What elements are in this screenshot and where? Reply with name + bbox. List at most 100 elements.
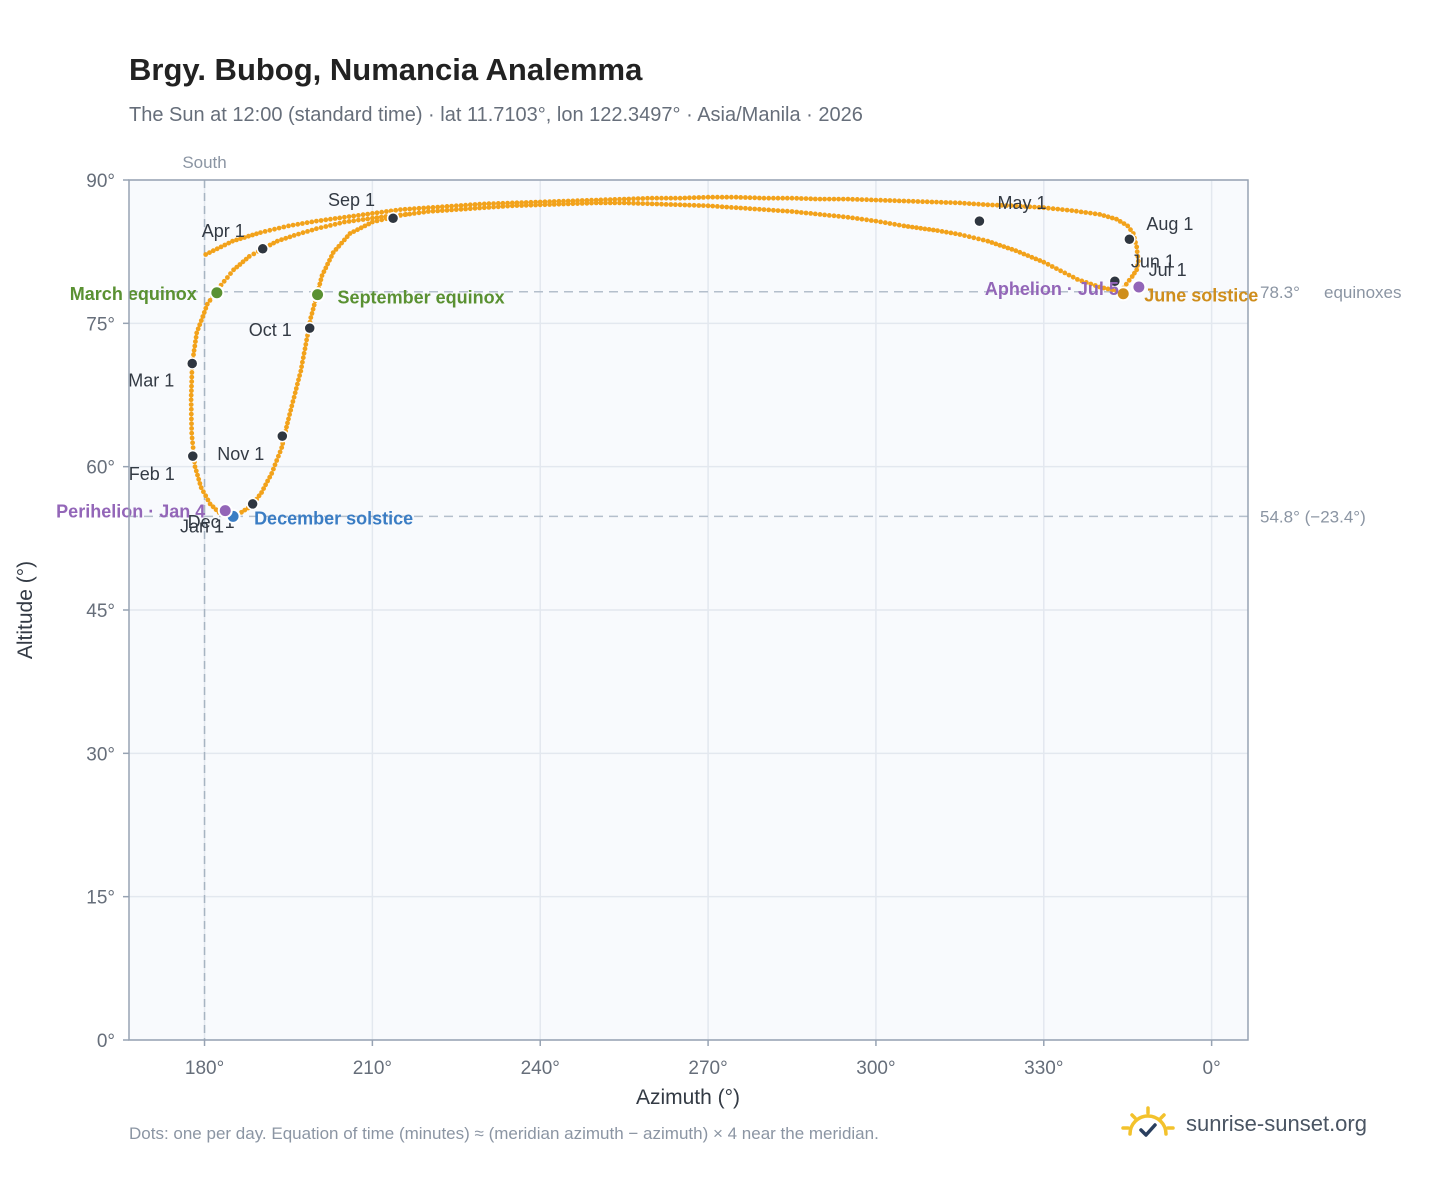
- daily-dot: [691, 195, 697, 201]
- daily-dot: [645, 201, 650, 207]
- daily-dot: [922, 226, 928, 232]
- daily-dot: [1050, 206, 1056, 212]
- daily-dot: [710, 203, 716, 209]
- daily-dot: [738, 205, 744, 211]
- daily-dot: [696, 195, 702, 200]
- daily-dot: [379, 209, 385, 215]
- daily-dot: [659, 195, 664, 201]
- daily-dot: [901, 198, 907, 204]
- daily-dot: [985, 238, 991, 244]
- daily-dot: [1027, 204, 1033, 210]
- daily-dot: [682, 202, 688, 208]
- daily-dot: [274, 458, 280, 463]
- daily-dot: [1037, 258, 1043, 263]
- daily-dot: [971, 201, 977, 207]
- daily-dot: [859, 197, 865, 203]
- daily-dot: [556, 201, 562, 207]
- daily-dot: [481, 205, 487, 211]
- x-tick-label: 0°: [1203, 1058, 1221, 1079]
- daily-dot: [318, 277, 324, 283]
- daily-dot: [1005, 245, 1011, 251]
- daily-dot: [189, 435, 195, 441]
- daily-dot: [775, 195, 781, 201]
- daily-dot: [188, 406, 194, 412]
- daily-dot: [221, 278, 227, 284]
- daily-dot: [439, 208, 445, 214]
- daily-dot: [188, 392, 194, 398]
- daily-dot: [696, 203, 702, 208]
- daily-dot: [1062, 270, 1068, 276]
- daily-dot: [300, 355, 306, 361]
- daily-dot: [370, 215, 375, 221]
- daily-dot: [794, 209, 800, 215]
- daily-dot: [225, 275, 230, 280]
- daily-dot: [411, 206, 417, 212]
- daily-dot: [715, 204, 720, 209]
- daily-dot: [226, 240, 232, 246]
- reference-line-suffix: equinoxes: [1324, 283, 1402, 302]
- daily-dot: [831, 196, 837, 202]
- daily-dot: [267, 227, 273, 233]
- daily-dot: [370, 211, 375, 216]
- daily-dot: [677, 202, 683, 208]
- daily-dot: [565, 201, 571, 207]
- daily-dot: [281, 224, 287, 230]
- daily-dot: [262, 229, 268, 234]
- daily-dot: [407, 211, 413, 217]
- daily-dot: [1128, 227, 1133, 233]
- daily-dot: [836, 213, 841, 219]
- daily-dot: [299, 364, 304, 370]
- daily-dot: [356, 217, 361, 223]
- daily-dot: [263, 482, 268, 488]
- daily-dot: [794, 195, 800, 201]
- daily-dot: [864, 217, 869, 223]
- daily-dot: [1033, 256, 1039, 262]
- daily-dot: [310, 306, 316, 312]
- month-label: Feb 1: [129, 464, 175, 484]
- daily-dot: [551, 202, 557, 207]
- daily-dot: [997, 242, 1003, 248]
- daily-dot: [258, 230, 263, 236]
- daily-dot: [477, 205, 482, 211]
- daily-dot: [207, 298, 213, 303]
- daily-dot: [295, 381, 300, 387]
- daily-dot: [304, 220, 310, 226]
- daily-dot: [701, 195, 706, 200]
- y-tick-label: 60°: [86, 458, 115, 479]
- daily-dot: [188, 397, 194, 403]
- daily-dot: [920, 199, 925, 205]
- daily-dot: [1017, 249, 1023, 255]
- daily-dot: [930, 227, 936, 233]
- daily-dot: [840, 196, 846, 202]
- daily-dot: [761, 195, 767, 201]
- daily-dot: [854, 197, 860, 202]
- daily-dot: [822, 196, 827, 202]
- daily-dot: [295, 221, 301, 227]
- event-marker: [1115, 286, 1131, 302]
- daily-dot: [631, 200, 636, 206]
- daily-dot: [1008, 203, 1014, 209]
- brand-name: sunrise-sunset.org: [1186, 1111, 1367, 1136]
- daily-dot: [803, 210, 809, 216]
- daily-dot: [472, 202, 478, 207]
- daily-dot: [472, 205, 478, 211]
- daily-dot: [733, 194, 739, 200]
- daily-dot: [687, 202, 692, 208]
- daily-dot: [505, 203, 510, 209]
- brand-logo[interactable]: sunrise-sunset.org: [1120, 1100, 1367, 1148]
- daily-dot: [1105, 214, 1111, 220]
- daily-dot: [621, 196, 627, 202]
- daily-dot: [561, 201, 566, 207]
- daily-dot: [1074, 208, 1079, 214]
- daily-dot: [279, 445, 285, 450]
- daily-dot: [277, 449, 283, 455]
- daily-dot: [347, 231, 353, 236]
- daily-dot: [449, 207, 454, 213]
- daily-dot: [207, 501, 213, 507]
- daily-dot: [300, 359, 305, 365]
- daily-dot: [850, 196, 855, 202]
- grid-lines: [129, 179, 1248, 1041]
- event-label: Aphelion · Jul 5: [985, 279, 1119, 299]
- month-marker: [1123, 232, 1136, 246]
- daily-dot: [287, 412, 292, 417]
